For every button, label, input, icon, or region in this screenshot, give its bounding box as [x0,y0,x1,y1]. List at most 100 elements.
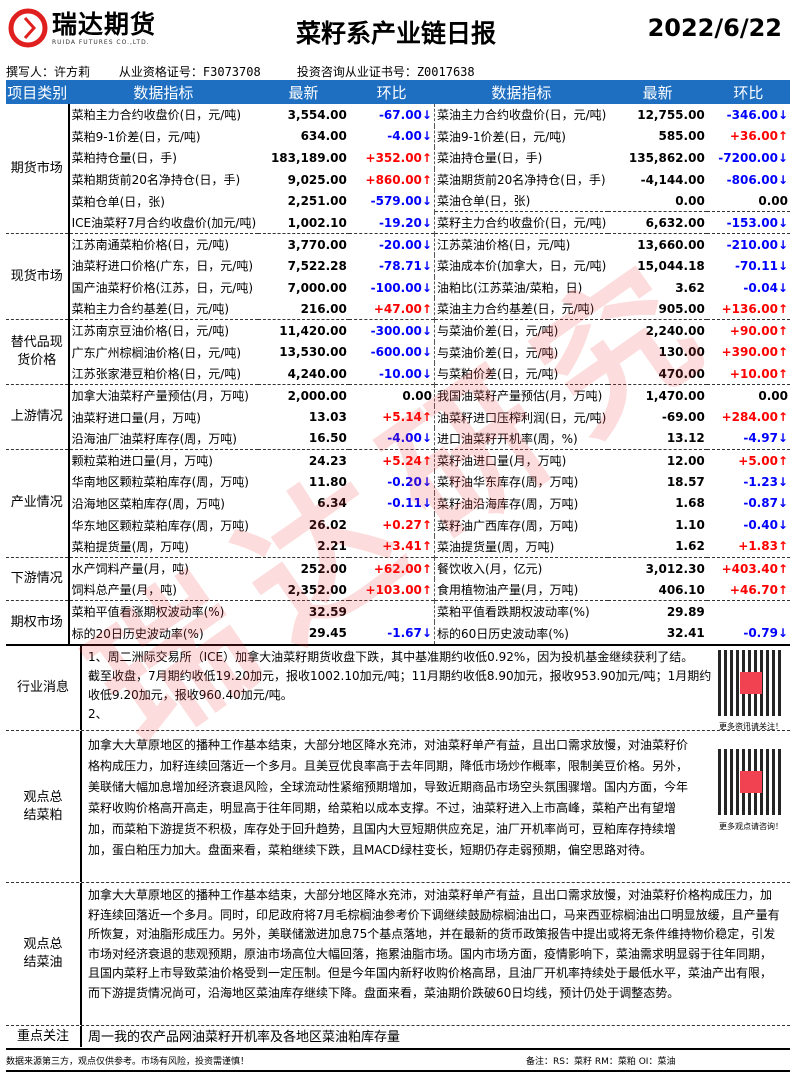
change-value: +10.00↑ [729,366,788,381]
latest-value: 12,755.00 [637,107,705,122]
data-table: 项目类别 数据指标 最新 环比 数据指标 最新 环比 期货市场 菜粕主力合约收盘价(日，元/吨… [6,80,790,644]
latest-value: -4,144.00 [640,172,705,187]
ruida-logo-icon [8,8,48,48]
text-line: 截至收盘，7月期约收低19.20加元，报收1002.10加元/吨；11月期约收低… [88,669,712,683]
latest-value: 406.10 [658,582,705,597]
indicator-name: 与菜油价差(日，元/吨) [436,345,559,360]
latest-value: 2.21 [317,539,347,554]
indicator-name: 菜粕平值看涨期权波动率(%) [68,600,259,623]
text-line: 1、周二洲际交易所（ICE）加拿大油菜籽期货收盘下跌，其中基准期约收低0.92%… [88,650,694,664]
text-line: 菜籽收购价格高开高走，明显高于往年同期，给菜粕以成本支撑。不过，油菜籽进入上市高… [88,801,677,815]
qr-code-icon [718,749,784,815]
indicator-name: 饲料总产量(月，吨) [71,583,177,598]
focus-section: 重点关注 周一我的农产品网油菜籽开机率及各地区菜油粕库存量 [6,1025,790,1047]
change-value: -346.00↓ [726,107,788,122]
table-row: 标的20日历史波动率(%) 29.45 -1.67↓ 标的60日历史波动率(%) 32.… [6,622,790,644]
text-line: 格构成压力，加籽连续回落近一个多月。且美豆优良率高于去年同期，降低市场炒作概率，… [88,759,689,773]
latest-value: 32.41 [666,626,705,641]
change-value: 0.00 [706,384,790,407]
latest-value: 252.00 [258,556,349,580]
change-value: -579.00↓ [348,190,435,212]
latest-value: 18.57 [666,474,705,489]
latest-value: 29.45 [308,626,347,641]
latest-value: 26.02 [308,518,347,533]
table-row: 华东地区颗粒菜粕库存(周，万吨) 26.02 +0.27↑ 菜籽油广西库存(周，万吨)… [6,514,790,536]
indicator-name: 油菜籽进口量(月，万吨) [71,410,201,425]
table-row: 现货市场 江苏南通菜粕价格(日，元/吨) 3,770.00 -20.00↓ 江苏菜油价格… [6,233,790,320]
indicator-name: 菜粕主力合约基差(日，元/吨) [71,302,230,317]
change-value: +403.40↑ [706,556,790,580]
latest-value: 2,352.00 [287,582,347,597]
change-value [706,600,790,623]
latest-value: 3,012.30 [608,556,707,580]
latest-value: 1,002.10 [287,215,347,230]
change-value: +390.00↑ [721,345,788,360]
latest-value: 3,770.00 [258,233,349,256]
indicator-name: 菜油9-1价差(日，元/吨) [436,129,566,144]
table-row: 上游情况 加拿大油菜籽产量预估(月，万吨) 2,000.00 0.00 我国油菜籽产量预… [6,384,790,450]
table-row: 油菜籽进口价格(广东，日，元/吨) 7,522.28 -78.71↓ 菜油成本价(加拿… [6,255,790,277]
latest-value: 24.23 [258,449,349,472]
column-header: 数据指标 [68,80,259,104]
table-row: 菜粕9-1价差(日，元/吨) 634.00 -4.00↓ 菜油9-1价差(日，元/吨)… [6,125,790,148]
change-value: 0.00 [758,193,788,208]
meal-view-label: 观点总结菜粕 [6,731,82,882]
table-row: 江苏张家港豆粕价格(日，元/吨) 4,240.00 -10.00↓ 与菜粕价差(日，元… [6,363,790,385]
indicator-name: ICE油菜籽7月合约收盘价(加元/吨) [71,216,257,231]
column-header: 最新 [258,80,349,104]
latest-value: 2,251.00 [287,194,347,209]
latest-value: 15,044.18 [637,258,705,273]
indicator-name: 菜籽主力合约收盘价(日，元/吨) [434,211,609,234]
change-value: -4.00↓ [348,125,435,148]
text-line: 所恢复，对油脂形成压力。另外，美联储激进加息75个基点落地，并在最新的货币政策报… [88,927,776,941]
indicator-name: 进口油菜籽开机率(周，%) [436,431,578,446]
table-row: 下游情况 水产饲料产量(月，吨) 252.00 +62.00↑ 餐饮收入(月，亿元) 3,… [6,556,790,601]
author-line: 撰写人：许方莉 从业资格证号：F3073708 投资咨询从业证书号：Z00176… [6,65,475,79]
report-header: 瑞达期货 RUIDA FUTURES CO.,LTD. 菜籽系产业链日报 202… [0,0,792,60]
table-row: 菜粕持仓量(日，手) 183,189.00 +352.00↑ 菜油持仓量(日，手) 13… [6,147,790,169]
indicator-name: 颗粒菜粕进口量(月，万吨) [68,449,259,472]
latest-value: 1,470.00 [608,384,707,407]
news-text: 1、周二洲际交易所（ICE）加拿大油菜籽期货收盘下跌，其中基准期约收低0.92%… [88,648,711,724]
change-value: -100.00↓ [348,276,435,299]
column-header: 环比 [348,80,435,104]
indicator-name: 江苏南通菜粕价格(日，元/吨) [68,233,259,256]
category-label: 替代品现货价格 [6,319,70,385]
indicator-name: 食用植物油产量(月，万吨) [436,583,579,598]
indicator-name: 菜油仓单(日，张) [436,194,531,209]
change-value: -1.23↓ [743,474,788,489]
latest-value: 470.00 [658,366,705,381]
company-logo: 瑞达期货 RUIDA FUTURES CO.,LTD. [8,6,156,50]
change-value: -20.00↓ [348,233,435,256]
change-value: -0.79↓ [743,626,788,641]
latest-value: 2,000.00 [258,384,349,407]
change-value: -300.00↓ [348,319,435,342]
latest-value: 1.68 [675,496,705,511]
category-label: 现货市场 [6,233,70,320]
latest-value: 1.62 [675,539,705,554]
change-value: +5.14↑ [348,406,435,428]
indicator-name: 沿海地区菜粕库存(周，万吨) [71,496,225,511]
latest-value: 9,025.00 [287,172,347,187]
footer-divider [6,1070,790,1072]
table-row: 期权市场 菜粕平值看涨期权波动率(%) 32.59 菜粕平值看跌期权波动率(%) 29.… [6,600,790,644]
change-value: -1.67↓ [348,622,435,644]
text-line: 加拿大大草原地区的播种工作基本结束，大部分地区降水充沛，对油菜籽单产有益，且出口… [88,738,689,752]
qr-caption: 更多观点请咨询！ [719,822,783,831]
table-row: 菜粕仓单(日，张) 2,251.00 -579.00↓ 菜油仓单(日，张) 0.00 0.… [6,190,790,212]
latest-value: 32.59 [258,600,349,623]
change-value: -0.04↓ [743,280,788,295]
oil-view-label: 观点总结菜油 [6,883,82,1025]
disclaimer: 数据来源第三方，观点仅供参考。市场有风险，投资需谨慎！ [6,1057,250,1067]
table-row: 替代品现货价格 江苏南京豆油价格(日，元/吨) 11,420.00 -300.00↓ 与… [6,319,790,385]
indicator-name: 菜粕仓单(日，张) [71,194,165,209]
text-line: 加拿大大草原地区的播种工作基本结束，大部分地区降水充沛，对油菜籽单产有益，且出口… [88,888,773,902]
change-value: +860.00↑ [348,168,435,191]
change-value: -153.00↓ [706,211,790,234]
table-row: 菜粕主力合约基差(日，元/吨) 216.00 +47.00↑ 菜油主力合约基差(日，元… [6,298,790,320]
table-row: 产业情况 颗粒菜粕进口量(月，万吨) 24.23 +5.24↑ 菜籽油进口量(月，万吨)… [6,449,790,558]
latest-value: 585.00 [658,129,705,144]
indicator-name: 菜粕主力合约收盘价(日，元/吨) [71,108,242,123]
indicator-name: 标的20日历史波动率(%) [71,626,204,641]
qr-caption: 更多资讯请关注！ [719,722,783,731]
